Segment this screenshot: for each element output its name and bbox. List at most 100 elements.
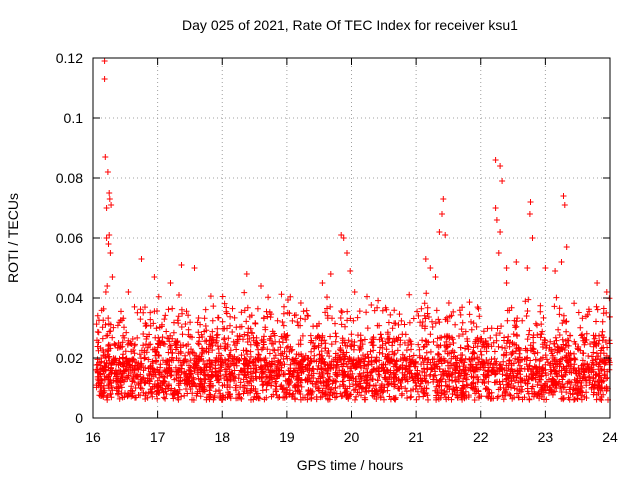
scatter-point	[297, 337, 304, 344]
scatter-point	[148, 390, 154, 397]
scatter-point	[345, 395, 352, 402]
scatter-point	[289, 357, 296, 363]
scatter-point	[304, 396, 311, 403]
scatter-point	[314, 379, 321, 386]
scatter-point	[352, 386, 359, 393]
scatter-point	[280, 356, 287, 362]
scatter-point	[560, 193, 567, 199]
scatter-point	[571, 396, 577, 403]
scatter-point	[561, 384, 568, 391]
scatter-point	[162, 395, 169, 402]
scatter-point	[558, 259, 565, 265]
scatter-point	[514, 315, 521, 322]
scatter-point	[160, 394, 167, 401]
scatter-point	[263, 359, 270, 366]
scatter-point	[377, 331, 384, 338]
scatter-point	[552, 346, 558, 353]
scatter-point	[137, 316, 144, 323]
x-tick-label: 17	[150, 429, 166, 445]
scatter-point	[468, 355, 475, 362]
scatter-point	[153, 349, 160, 356]
scatter-point	[459, 352, 466, 358]
scatter-point	[135, 366, 142, 373]
scatter-point	[352, 396, 358, 403]
scatter-point	[563, 352, 570, 359]
grid-lines	[93, 58, 610, 418]
scatter-point	[476, 313, 483, 320]
scatter-point	[244, 362, 251, 369]
scatter-point	[275, 346, 282, 353]
scatter-point	[435, 344, 442, 350]
scatter-point	[498, 323, 505, 330]
scatter-point	[449, 347, 456, 354]
scatter-point	[507, 368, 514, 375]
scatter-point	[418, 305, 425, 312]
scatter-point	[135, 374, 141, 380]
scatter-point	[523, 361, 530, 368]
scatter-point	[379, 350, 386, 357]
scatter-point	[247, 389, 254, 396]
scatter-point	[348, 331, 355, 338]
scatter-point	[196, 338, 202, 345]
scatter-point	[443, 338, 450, 345]
scatter-point	[441, 342, 448, 349]
scatter-point	[409, 375, 416, 382]
scatter-point	[142, 396, 149, 402]
data-points	[93, 58, 613, 403]
scatter-point	[102, 289, 109, 295]
scatter-point	[494, 325, 501, 332]
scatter-point	[429, 318, 435, 325]
scatter-point	[461, 383, 468, 390]
scatter-point	[320, 379, 327, 386]
scatter-point	[178, 324, 185, 330]
scatter-point	[503, 349, 510, 356]
scatter-point	[181, 370, 188, 377]
scatter-point	[212, 368, 219, 375]
scatter-point	[504, 317, 511, 324]
scatter-point	[452, 355, 459, 361]
scatter-point	[212, 362, 219, 369]
scatter-point	[244, 339, 251, 345]
scatter-point	[507, 392, 514, 399]
scatter-point	[329, 380, 336, 387]
scatter-point	[170, 329, 177, 336]
scatter-point	[286, 380, 293, 387]
scatter-point	[388, 374, 395, 381]
scatter-point	[560, 373, 567, 380]
scatter-point	[496, 330, 503, 337]
scatter-point	[255, 351, 262, 358]
scatter-point	[275, 367, 282, 374]
scatter-point	[488, 356, 495, 363]
scatter-point	[179, 331, 186, 338]
scatter-point	[391, 307, 398, 314]
scatter-point	[512, 377, 518, 384]
scatter-point	[305, 313, 312, 319]
scatter-point	[214, 325, 221, 332]
scatter-point	[182, 352, 188, 359]
scatter-point	[178, 393, 185, 400]
scatter-point	[407, 338, 414, 345]
scatter-point	[577, 324, 584, 331]
scatter-point	[499, 371, 506, 378]
scatter-point	[165, 382, 172, 389]
scatter-point	[571, 300, 578, 307]
scatter-point	[142, 390, 149, 397]
scatter-point	[528, 371, 535, 378]
scatter-point	[293, 351, 300, 358]
scatter-point	[253, 369, 259, 376]
scatter-point	[237, 379, 244, 386]
scatter-point	[233, 395, 240, 402]
scatter-point	[471, 350, 477, 357]
scatter-point	[145, 356, 152, 363]
scatter-point	[295, 322, 302, 329]
scatter-point	[471, 368, 478, 375]
scatter-point	[192, 352, 199, 359]
scatter-point	[278, 382, 285, 389]
scatter-point	[383, 356, 390, 363]
scatter-point	[577, 388, 584, 395]
scatter-point	[334, 373, 341, 380]
scatter-point	[516, 350, 523, 357]
scatter-point	[318, 366, 325, 373]
scatter-point	[401, 354, 408, 361]
scatter-point	[332, 369, 339, 376]
